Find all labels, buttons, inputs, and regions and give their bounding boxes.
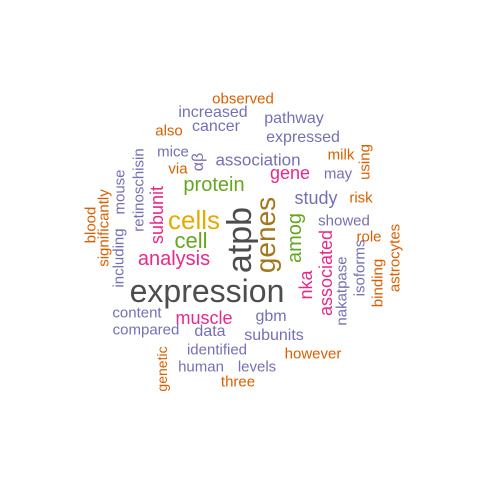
word: using [356, 144, 374, 180]
word: increased [178, 104, 248, 121]
word: compared [112, 321, 180, 339]
word: cells [167, 205, 221, 235]
word: data [194, 323, 226, 340]
word: mouse [111, 169, 129, 215]
word: expression [129, 273, 285, 309]
word: protein [183, 174, 245, 196]
word: cell [174, 228, 208, 253]
word: analysis [137, 248, 211, 270]
word: milk [327, 146, 355, 164]
word: significantly [95, 189, 113, 267]
word: associated [316, 229, 336, 317]
word: nka [296, 270, 316, 300]
word: human [178, 358, 224, 376]
word: showed [318, 212, 370, 230]
word: risk [349, 189, 373, 207]
word: binding [369, 258, 387, 308]
word: retinoschisin [130, 148, 148, 232]
word: study [294, 188, 338, 208]
word: expressed [266, 129, 340, 146]
word: αβ [190, 152, 207, 172]
word: via [168, 160, 188, 178]
word: muscle [175, 308, 233, 328]
word: gbm [255, 308, 287, 325]
word: cancer [191, 118, 241, 135]
word: isoforms [351, 239, 369, 297]
word: may [323, 165, 353, 183]
word: also [155, 122, 183, 140]
word: subunit [147, 185, 167, 245]
word: content [112, 304, 162, 322]
word: subunits [244, 327, 304, 344]
word: three [220, 373, 256, 391]
word: however [284, 345, 342, 363]
word: including [110, 228, 128, 288]
word: genes [250, 196, 281, 274]
word: identified [186, 341, 248, 359]
word: genetic [154, 346, 170, 392]
word: gene [269, 163, 311, 183]
word: nakatpase [333, 256, 351, 326]
word: astrocytes [386, 223, 404, 293]
word: mice [157, 143, 189, 161]
word: observed [212, 90, 274, 108]
word: role [356, 228, 382, 246]
word: amog [284, 212, 306, 264]
word: pathway [264, 110, 324, 127]
word: association [215, 150, 301, 170]
word: levels [237, 358, 277, 376]
